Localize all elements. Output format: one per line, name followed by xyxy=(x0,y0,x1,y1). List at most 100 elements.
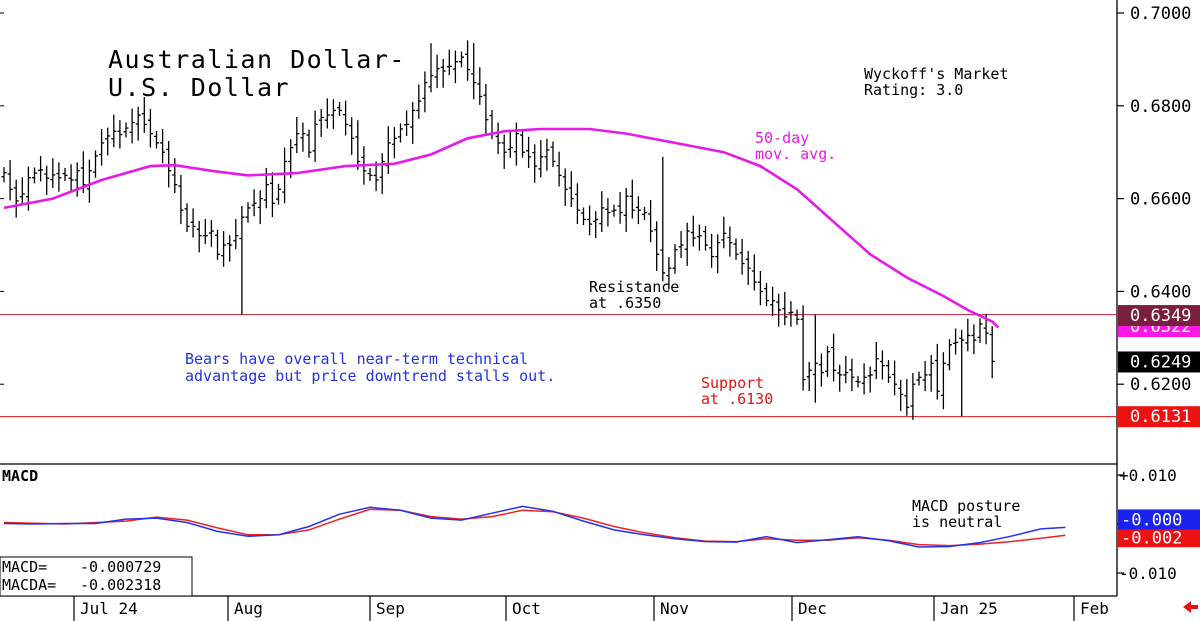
ohlc-bar xyxy=(190,208,196,238)
ohlc-bar xyxy=(709,233,715,268)
ohlc-bar xyxy=(837,364,843,392)
ohlc-bar xyxy=(757,270,763,306)
ohlc-bar xyxy=(678,231,684,258)
ohlc-bar xyxy=(416,84,422,119)
support-label-line2: at .6130 xyxy=(701,390,773,408)
macd-tags: -0.002-0.000 xyxy=(1118,509,1200,548)
ohlc-bar xyxy=(928,354,934,392)
ohlc-bar xyxy=(684,222,690,266)
ohlc-bar xyxy=(947,339,952,371)
ohlc-bar xyxy=(593,211,599,239)
ohlc-bar xyxy=(898,380,904,412)
ohlc-bar xyxy=(940,352,946,410)
ohlc-bar xyxy=(32,167,37,184)
ohlc-bar xyxy=(873,341,879,380)
ohlc-bar xyxy=(605,198,611,227)
ohlc-bar xyxy=(715,234,721,274)
scroll-left-arrow-icon[interactable] xyxy=(1183,601,1198,613)
date-tick-label: Dec xyxy=(798,599,827,618)
ohlc-bar xyxy=(794,309,800,325)
price-tick-label: 0.6400 xyxy=(1130,282,1191,302)
price-tag: 0.6249 xyxy=(1118,351,1200,373)
ma50-line xyxy=(3,127,1000,329)
ohlc-bar xyxy=(459,51,464,68)
ohlc-bar xyxy=(520,129,525,158)
ohlc-bar xyxy=(745,251,751,285)
ohlc-bar xyxy=(818,353,824,387)
ohlc-bar xyxy=(611,204,617,217)
ohlc-bar xyxy=(483,83,489,134)
ohlc-bar xyxy=(154,130,159,149)
ohlc-bar xyxy=(892,360,898,396)
macd-tick-label: -0.010 xyxy=(1119,564,1177,583)
ohlc-bar xyxy=(703,225,708,251)
ohlc-bar xyxy=(111,114,117,148)
macd-tag-label: -0.002 xyxy=(1121,528,1182,548)
ohlc-bar xyxy=(221,231,227,267)
ohlc-bar xyxy=(452,50,458,84)
ohlc-bar xyxy=(282,147,288,204)
ohlc-bar xyxy=(306,129,312,158)
date-tick-label: Aug xyxy=(234,599,263,618)
ohlc-bar xyxy=(446,49,452,76)
price-tick-label: 0.6800 xyxy=(1130,97,1191,117)
date-tick-label: Jul 24 xyxy=(80,599,138,618)
ohlc-bar xyxy=(727,226,733,257)
ohlc-bar xyxy=(349,117,355,155)
price-tag-label: 0.6249 xyxy=(1130,352,1191,372)
ohlc-bar xyxy=(215,229,220,260)
macd-note-line2: is neutral xyxy=(912,513,1002,531)
ohlc-bar xyxy=(251,189,257,217)
ohlc-bar xyxy=(556,151,562,187)
ohlc-bar xyxy=(648,199,654,243)
ohlc-bar xyxy=(172,158,178,194)
price-tick-label: 0.7000 xyxy=(1130,4,1191,24)
ohlc-bar xyxy=(440,58,446,88)
ma-label-line1: 50-day xyxy=(755,129,809,147)
commentary-line2: advantage but price downtrend stalls out… xyxy=(185,367,555,385)
ohlc-bar xyxy=(562,168,568,207)
ohlc-bar xyxy=(568,171,574,207)
ohlc-bar xyxy=(654,221,660,271)
ohlc-bar xyxy=(428,43,434,93)
support-label-line1: Support xyxy=(701,374,764,392)
ohlc-bar xyxy=(147,109,153,148)
chart-title-line2: U.S. Dollar xyxy=(108,73,290,102)
date-tick-label: Nov xyxy=(660,599,689,618)
ohlc-bar xyxy=(294,116,300,154)
price-tag: 0.6349 xyxy=(1118,305,1200,327)
ohlc-bar xyxy=(849,358,855,392)
ohlc-bar xyxy=(739,238,745,275)
ohlc-bar xyxy=(581,207,586,226)
ohlc-bar xyxy=(160,129,166,164)
ohlc-bar xyxy=(86,159,92,203)
ohlc-bar xyxy=(398,123,403,143)
ohlc-bar xyxy=(239,206,245,315)
price-tick-label: 0.6600 xyxy=(1130,190,1191,210)
ohlc-bar xyxy=(617,192,623,224)
macd-readout-box xyxy=(0,556,193,597)
ohlc-bar xyxy=(507,130,513,158)
commentary-line1: Bears have overall near-term technical xyxy=(185,350,528,368)
ohlc-bar xyxy=(227,235,233,262)
macd-tick-label: +0.010 xyxy=(1119,466,1177,485)
ohlc-bar xyxy=(513,122,519,166)
ohlc-bar xyxy=(410,102,416,144)
ohlc-bar xyxy=(202,219,208,245)
macd-tag: -0.002 xyxy=(1118,527,1200,548)
ohlc-bar xyxy=(812,314,818,403)
price-tag: 0.6131 xyxy=(1118,406,1200,428)
ohlc-bar xyxy=(269,172,275,218)
date-axis: Jul 24 Aug Sep Oct Nov Dec Jan 25 Feb xyxy=(73,596,1109,621)
ohlc-bar xyxy=(977,318,983,343)
ohlc-bar xyxy=(422,71,428,113)
ohlc-bar xyxy=(538,140,544,178)
ohlc-bar xyxy=(135,106,141,141)
ohlc-bar xyxy=(642,206,647,220)
ma-label-line2: mov. avg. xyxy=(755,145,836,163)
ohlc-bar xyxy=(477,67,483,105)
ohlc-bar xyxy=(129,108,135,144)
ohlc-bar xyxy=(550,141,556,168)
ohlc-bar xyxy=(93,150,98,178)
